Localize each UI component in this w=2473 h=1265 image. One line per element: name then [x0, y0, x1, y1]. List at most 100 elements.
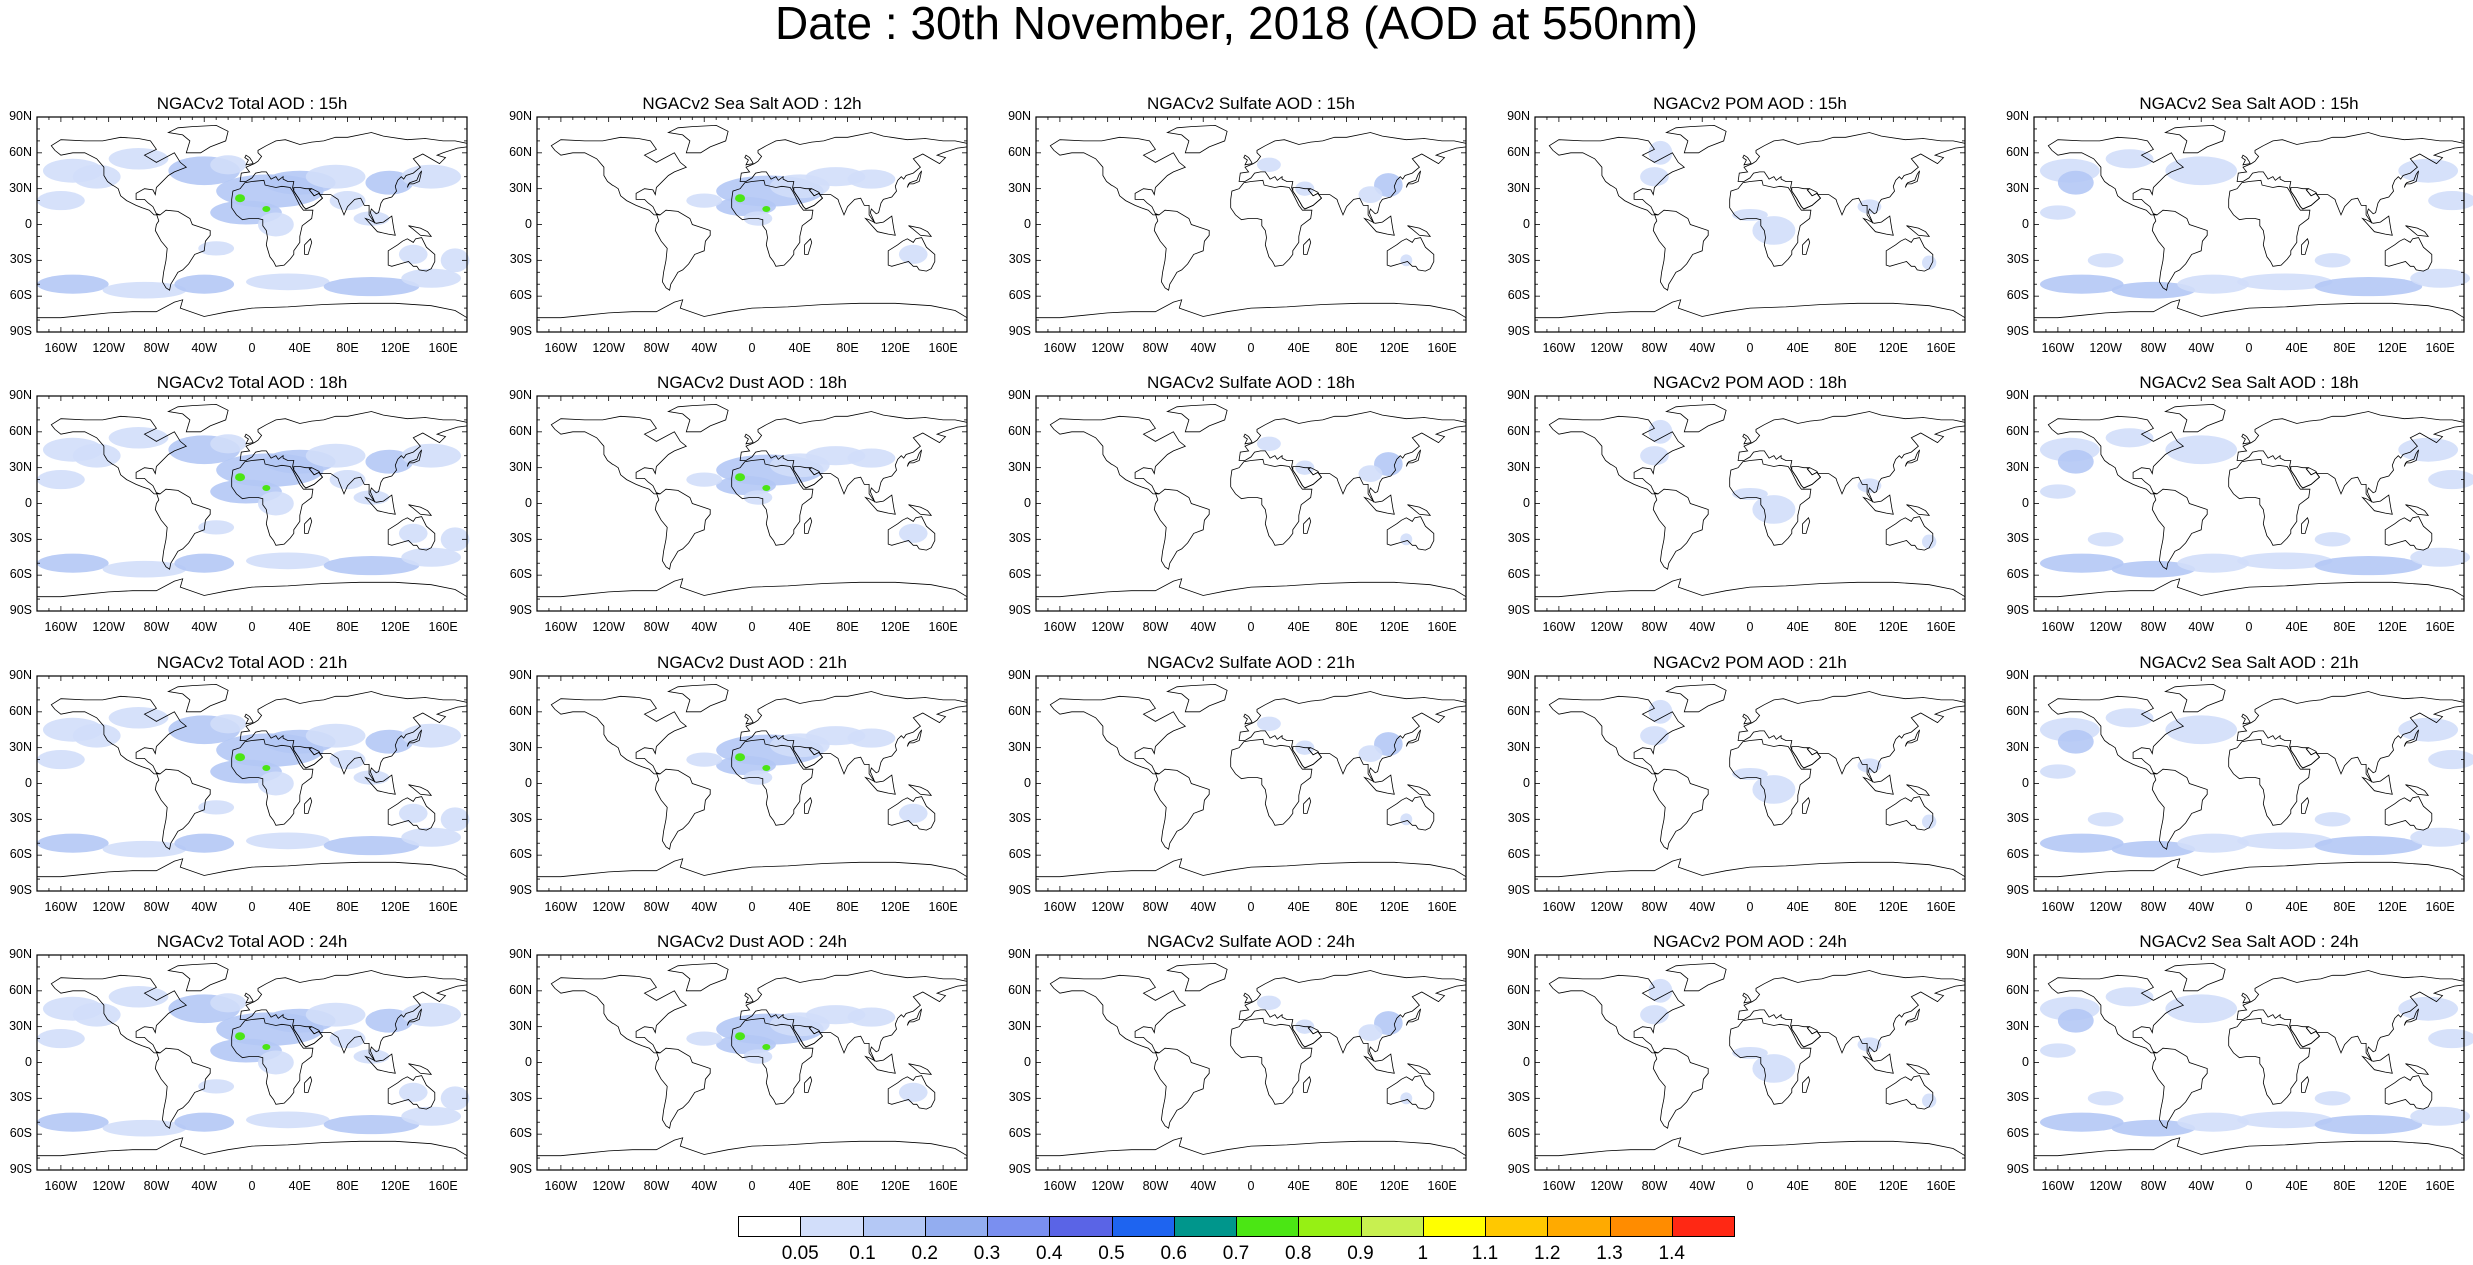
- panel-title: NGACv2 Sea Salt AOD : 15h: [2139, 94, 2359, 113]
- colorbar-swatch: [1236, 1216, 1300, 1237]
- aod-region: [716, 197, 776, 217]
- aod-region: [2314, 556, 2423, 576]
- lon-tick-label: 120W: [2089, 620, 2122, 634]
- aod-region: [246, 273, 330, 291]
- aod-region: [398, 803, 428, 823]
- coastline-north-america: [1049, 136, 1187, 216]
- lon-tick-label: 80W: [1641, 620, 1668, 634]
- coastline-north-america: [2047, 415, 2185, 495]
- coastline-uk: [2241, 154, 2251, 166]
- coastline-arabia: [1791, 187, 1822, 210]
- aod-region: [257, 491, 294, 516]
- coastline-antarctica: [2034, 578, 2465, 598]
- lon-tick-label: 120E: [880, 1179, 910, 1193]
- coastline-indonesia: [864, 215, 896, 236]
- colorbar-swatch: [1360, 1216, 1424, 1237]
- coastline-indonesia: [1862, 1053, 1894, 1074]
- lon-tick-label: 160E: [1427, 341, 1457, 355]
- lon-tick-label: 80W: [1142, 620, 1169, 634]
- lon-tick-label: 160E: [928, 341, 958, 355]
- lat-tick-label: 30S: [509, 1090, 532, 1105]
- lon-tick-label: 160E: [428, 900, 458, 914]
- aod-region: [2087, 532, 2124, 547]
- lon-tick-label: 40E: [2285, 341, 2308, 355]
- lon-tick-label: 160W: [44, 900, 78, 914]
- coastline-japan: [2403, 170, 2419, 188]
- coastline-south-america: [1652, 209, 1709, 291]
- map-background: [37, 117, 467, 332]
- lon-tick-label: 0: [248, 341, 256, 355]
- coastlines: [1535, 124, 1966, 319]
- lat-tick-label: 0: [1523, 216, 1530, 231]
- aod-region: [2314, 277, 2423, 297]
- coastlines: [2034, 683, 2465, 878]
- aod-region: [108, 707, 169, 729]
- coastline-africa: [731, 1017, 814, 1105]
- coastline-madagascar: [304, 238, 313, 255]
- lon-tick-label: 40W: [1689, 620, 1716, 634]
- coastline-antarctica: [1535, 1137, 1966, 1157]
- aod-region: [108, 986, 169, 1008]
- coastline-antarctica: [1535, 578, 1966, 598]
- aod-peak: [762, 1043, 771, 1050]
- panel-title: NGACv2 Total AOD : 21h: [156, 653, 348, 672]
- coastlines: [1036, 962, 1467, 1157]
- lat-tick-label: 90N: [1507, 668, 1530, 682]
- lat-tick-label: 90S: [2006, 1162, 2029, 1176]
- aod-region: [1648, 699, 1673, 724]
- coastline-new-guinea: [908, 1063, 933, 1075]
- world-map: [536, 954, 968, 1171]
- aod-region: [401, 547, 462, 567]
- coastline-arabia: [1292, 466, 1323, 489]
- aod-region: [323, 1115, 420, 1135]
- lat-tick-label: 30N: [2006, 180, 2029, 195]
- coastline-africa: [231, 458, 314, 546]
- colorbar-swatch: [1547, 1216, 1611, 1237]
- colorbar-swatch: [1049, 1216, 1113, 1237]
- coastline-greenland: [1665, 683, 1727, 713]
- lon-tick-label: 160W: [1542, 1179, 1576, 1193]
- aod-region: [401, 1106, 462, 1126]
- lon-tick-label: 40W: [191, 900, 218, 914]
- aod-region: [2105, 149, 2154, 169]
- lon-tick-label: 40E: [788, 900, 811, 914]
- lat-tick-label: 60S: [1507, 567, 1530, 582]
- coastline-greenland: [1665, 124, 1727, 154]
- lon-tick-label: 40W: [1689, 900, 1716, 914]
- coastline-africa: [1230, 458, 1313, 546]
- lon-tick-label: 160E: [1427, 620, 1457, 634]
- panel-title: NGACv2 POM AOD : 15h: [1653, 94, 1847, 113]
- lon-tick-label: 40W: [2188, 341, 2215, 355]
- lon-tick-label: 120E: [1878, 900, 1908, 914]
- aod-region: [2165, 994, 2238, 1024]
- coastline-madagascar: [2301, 797, 2310, 814]
- coastlines: [1535, 962, 1966, 1157]
- lon-tick-label: 40W: [691, 341, 718, 355]
- aod-region: [2039, 833, 2124, 853]
- lon-tick-label: 80W: [1641, 341, 1668, 355]
- coastline-new-guinea: [2405, 1063, 2430, 1075]
- aod-region: [1640, 446, 1669, 466]
- lon-tick-label: 80W: [2140, 620, 2167, 634]
- lat-tick-label: 30N: [9, 739, 32, 754]
- coastline-antarctica: [537, 578, 968, 598]
- coastline-arabia: [1292, 746, 1323, 769]
- coastline-japan: [1405, 1008, 1421, 1026]
- coastline-greenland: [2164, 124, 2226, 154]
- lat-tick-label: 90S: [509, 603, 532, 617]
- ticks: [536, 395, 968, 612]
- aod-field: [37, 148, 470, 299]
- aod-region: [305, 1002, 366, 1027]
- aod-region: [398, 244, 428, 264]
- coastline-australia: [2384, 516, 2433, 551]
- lat-tick-label: 30S: [1008, 1090, 1031, 1105]
- world-map: [36, 675, 470, 892]
- lon-tick-label: 120E: [1379, 1179, 1409, 1193]
- coastlines: [1036, 124, 1467, 319]
- lat-tick-label: 90S: [9, 603, 32, 617]
- colorbar-swatch: [1609, 1216, 1673, 1237]
- lon-tick-label: 120E: [380, 900, 410, 914]
- lon-tick-label: 80E: [1335, 900, 1358, 914]
- panel-title: NGACv2 Sulfate AOD : 18h: [1147, 373, 1355, 392]
- aod-region: [686, 1031, 723, 1046]
